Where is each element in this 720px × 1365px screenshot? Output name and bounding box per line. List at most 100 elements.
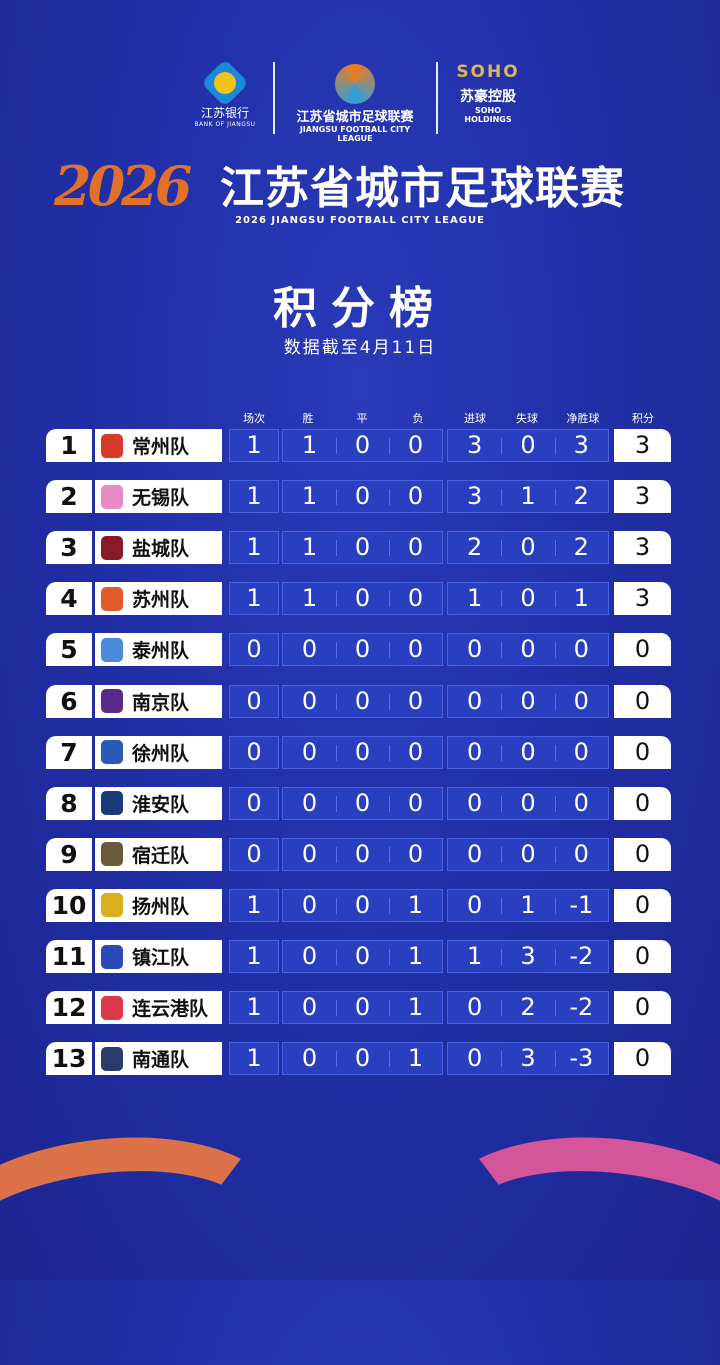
stat-l: 0 (389, 788, 442, 819)
team-badge-icon (101, 637, 123, 662)
stat-p: 0 (246, 839, 262, 868)
team-cell: 徐州队 (95, 735, 222, 769)
soho-mark: SOHO (456, 62, 520, 82)
rank: 3 (46, 531, 92, 565)
stat-gd: 1 (554, 583, 608, 614)
stat-p: 1 (246, 1044, 262, 1073)
stat-gd: 2 (554, 532, 608, 563)
stat-p: 1 (246, 431, 262, 459)
stat-l: 0 (389, 532, 442, 563)
team-name: 宿迁队 (132, 844, 190, 867)
sponsor-logos: 江苏银行 BANK OF JIANGSU 江苏省城市足球联赛 JIANGSU F… (0, 58, 720, 143)
team-cell: 连云港队 (95, 991, 222, 1025)
points: 3 (614, 480, 671, 514)
team-badge-icon (101, 893, 123, 918)
stat-l: 1 (389, 890, 442, 921)
team-cell: 南京队 (95, 684, 222, 718)
bank-name-en: BANK OF JIANGSU (194, 121, 256, 128)
rank: 2 (46, 480, 92, 514)
column-header: 平 (356, 412, 368, 425)
played-box: 0 (229, 735, 279, 769)
team-cell: 无锡队 (95, 480, 222, 514)
stat-w: 0 (301, 942, 318, 970)
stat-gf: 0 (467, 737, 483, 766)
league-logo-icon (335, 64, 375, 104)
title-en: 2026 JIANGSU FOOTBALL CITY LEAGUE (235, 215, 485, 226)
rank: 13 (46, 1042, 92, 1076)
played-box: 1 (229, 888, 279, 922)
points: 0 (614, 837, 671, 871)
rank: 6 (46, 684, 92, 718)
stat-l: 1 (389, 992, 442, 1023)
team-badge-icon (101, 484, 123, 509)
stat-d: 0 (336, 890, 389, 921)
stat-d: 0 (336, 481, 389, 512)
points: 0 (614, 633, 671, 667)
stat-l: 0 (389, 737, 442, 768)
stat-d: 0 (336, 532, 389, 563)
played-box: 0 (229, 786, 279, 820)
rank: 10 (46, 888, 92, 922)
played-box: 1 (229, 480, 279, 514)
stat-l: 1 (389, 941, 442, 972)
stat-w: 0 (301, 1044, 318, 1073)
goals-box: 0 1 -1 (447, 888, 609, 922)
divider (273, 62, 275, 134)
stat-gd: -1 (554, 890, 608, 921)
stat-l: 1 (389, 1043, 442, 1074)
played-box: 0 (229, 633, 279, 667)
stat-gf: 0 (467, 686, 483, 715)
team-name: 镇江队 (132, 947, 190, 969)
team-badge-icon (101, 791, 123, 816)
team-cell: 常州队 (95, 429, 222, 462)
stat-w: 0 (301, 788, 318, 817)
bank-name-cn: 江苏银行 (200, 106, 249, 120)
stat-w: 1 (301, 533, 318, 562)
goals-box: 0 2 -2 (447, 991, 609, 1025)
stat-d: 0 (336, 941, 389, 972)
team-name: 盐城队 (132, 538, 190, 561)
stat-d: 0 (336, 686, 389, 717)
team-name: 徐州队 (132, 742, 190, 765)
rank: 5 (46, 633, 92, 667)
team-name: 无锡队 (132, 487, 190, 510)
stat-p: 0 (246, 686, 262, 715)
main-title: 2026 江苏省城市足球联赛 (50, 148, 690, 218)
column-header: 积分 (632, 412, 654, 425)
column-header: 进球 (464, 412, 486, 425)
stat-ga: 0 (501, 788, 554, 819)
stat-d: 0 (336, 788, 389, 819)
points: 3 (614, 531, 671, 565)
stat-p: 1 (246, 584, 262, 613)
played-box: 1 (229, 531, 279, 565)
goals-box: 1 3 -2 (447, 940, 609, 973)
points: 0 (614, 888, 671, 922)
rank: 9 (46, 837, 92, 871)
rank: 1 (46, 429, 92, 462)
rank: 11 (46, 940, 92, 973)
stat-gd: -3 (554, 1043, 608, 1074)
played-box: 1 (229, 1042, 279, 1076)
stat-gf: 0 (467, 635, 483, 664)
stat-d: 0 (336, 583, 389, 614)
stat-ga: 1 (501, 890, 554, 921)
